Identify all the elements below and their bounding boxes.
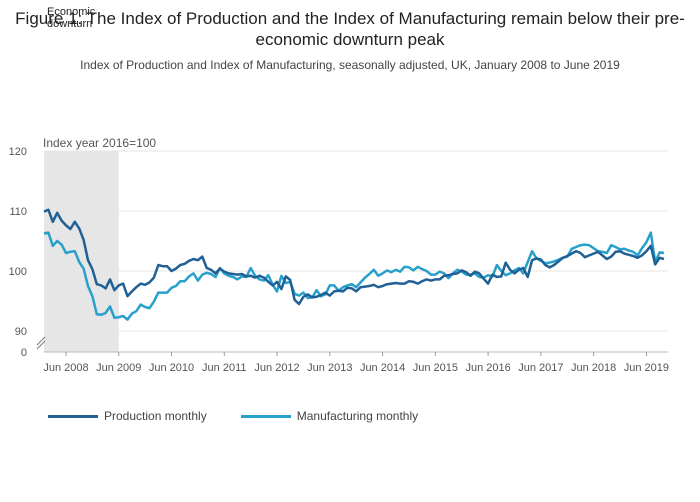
x-tick-label: Jun 2019 — [624, 362, 669, 374]
gridlines — [44, 150, 668, 332]
x-tick-label: Jun 2011 — [202, 362, 246, 374]
legend-label-manufacturing: Manufacturing monthly — [296, 409, 419, 423]
downturn-shading — [44, 151, 119, 352]
x-tick-label: Jun 2015 — [413, 362, 458, 374]
y-tick-label-100: 100 — [9, 266, 27, 278]
axes: 0 90 100 110 120 Jun 2008 Jun 2009 Jun 2010 Jun … — [9, 146, 669, 374]
y-tick-label-120: 120 — [9, 146, 27, 158]
downturn-shade-rect — [44, 151, 119, 352]
shaded-region-label: Economic downturn — [47, 6, 96, 30]
x-tick-label: Jun 2016 — [465, 362, 510, 374]
legend-swatch-production — [48, 414, 98, 418]
legend: Production monthly Manufacturing monthly — [48, 409, 452, 423]
axis-break-mark-2 — [36, 340, 46, 350]
legend-item-manufacturing[interactable]: Manufacturing monthly — [240, 409, 419, 423]
y-tick-label-110: 110 — [9, 206, 27, 218]
series-line-manufacturing — [43, 231, 665, 321]
x-tick-label: Jun 2013 — [307, 362, 352, 374]
x-tick-label: Jun 2017 — [518, 362, 563, 374]
x-tick-label: Jun 2012 — [254, 362, 299, 374]
chart-subtitle: Index of Production and Index of Manufac… — [80, 58, 620, 72]
y-tick-label-90: 90 — [15, 326, 27, 338]
index-base-note: Index year 2016=100 — [43, 136, 157, 150]
x-tick-label: Jun 2014 — [360, 362, 405, 374]
x-tick-label: Jun 2018 — [571, 362, 616, 374]
x-tick-label: Jun 2008 — [43, 362, 88, 374]
chart-title: Figure 1: The Index of Production and th… — [15, 9, 685, 49]
legend-item-production[interactable]: Production monthly — [48, 409, 207, 423]
series-lines — [43, 208, 665, 321]
y-tick-label-0: 0 — [21, 347, 27, 359]
legend-swatch-manufacturing — [240, 414, 291, 418]
series-line-production — [43, 208, 665, 306]
axis-break-mark-1 — [36, 336, 46, 346]
x-tick-label: Jun 2010 — [149, 362, 194, 374]
legend-label-production: Production monthly — [104, 409, 207, 423]
x-tick-label: Jun 2009 — [96, 362, 141, 374]
